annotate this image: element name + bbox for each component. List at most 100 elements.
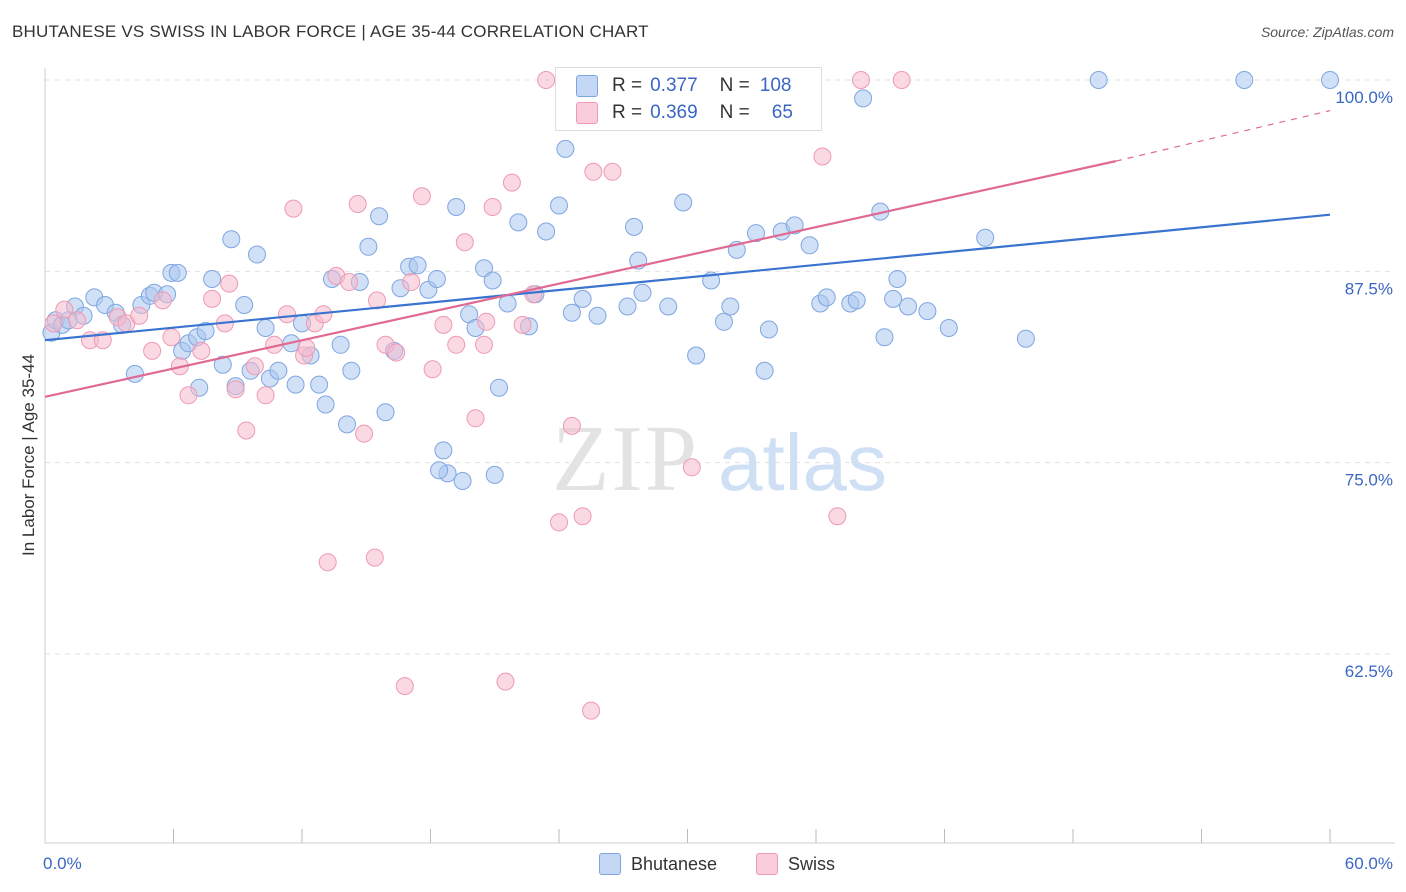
- swiss-trend-line: [44, 160, 1117, 398]
- swiss-point-1: [55, 300, 74, 319]
- bhutanese-point-54: [453, 472, 472, 490]
- bhutanese-swatch: [576, 75, 598, 97]
- bhutanese-point-31: [269, 361, 288, 380]
- bhutanese-point-100: [976, 228, 995, 247]
- swiss-point-37: [447, 335, 466, 354]
- bhutanese-point-59: [490, 378, 508, 397]
- bhutanese-point-82: [747, 224, 765, 243]
- bhutanese-point-61: [509, 213, 528, 232]
- legend-item-swiss[interactable]: Swiss: [756, 851, 835, 877]
- swiss-point-19: [256, 386, 275, 405]
- bhutanese-point-99: [939, 319, 958, 337]
- bhutanese-point-94: [875, 328, 894, 347]
- bhutanese-point-74: [633, 283, 652, 302]
- bhutanese-point-49: [408, 256, 427, 275]
- bhutanese-point-86: [785, 216, 804, 235]
- bhutanese-trend-line: [44, 213, 1331, 342]
- series-legend: Bhutanese Swiss: [0, 851, 1406, 877]
- chart-title: BHUTANESE VS SWISS IN LABOR FORCE | AGE …: [12, 22, 649, 41]
- y-tick-label-2: 87.5%: [1345, 279, 1393, 298]
- bhutanese-point-92: [854, 89, 873, 108]
- swiss-point-35: [423, 360, 442, 379]
- swiss-point-34: [412, 187, 431, 206]
- bhutanese-point-71: [618, 297, 637, 316]
- swiss-point-33: [402, 273, 421, 291]
- bhutanese-point-39: [331, 335, 350, 354]
- swiss-point-10: [162, 328, 181, 347]
- bhutanese-point-29: [256, 319, 275, 337]
- swiss-point-65: [496, 672, 515, 691]
- swiss-point-13: [192, 341, 211, 360]
- bhutanese-point-77: [687, 346, 706, 365]
- bhutanese-point-44: [370, 207, 389, 226]
- legend-row-bhutanese: R = 0.377 N = 108: [576, 74, 791, 98]
- swiss-point-30: [368, 291, 386, 310]
- legend-row-swiss: R = 0.369 N = 65: [576, 101, 793, 125]
- bhutanese-point-52: [434, 441, 453, 460]
- swiss-point-50: [603, 162, 622, 181]
- bhutanese-point-84: [759, 320, 778, 339]
- swiss-point-60: [852, 71, 870, 89]
- bhutanese-n-value: 108: [759, 75, 792, 96]
- swiss-point-61: [892, 71, 911, 89]
- bhutanese-point-95: [884, 289, 903, 308]
- bhutanese-n-label: N =: [719, 75, 750, 96]
- bhutanese-point-26: [235, 296, 254, 314]
- bhutanese-point-53: [447, 198, 466, 216]
- swiss-point-62: [318, 553, 337, 572]
- swiss-point-58: [813, 147, 832, 166]
- gridlines: [45, 79, 1395, 655]
- bhutanese-point-87: [800, 236, 819, 255]
- bhutanese-point-101: [1016, 329, 1035, 348]
- bhutanese-point-67: [562, 303, 581, 322]
- bhutanese-point-10: [125, 364, 144, 383]
- watermark-atlas: atlas: [718, 418, 887, 507]
- bhutanese-point-41: [342, 361, 361, 380]
- swiss-point-69: [477, 312, 496, 331]
- swiss-point-8: [143, 341, 162, 360]
- bhutanese-point-58: [483, 271, 502, 290]
- swiss-point-36: [434, 315, 453, 334]
- swiss-point-49: [584, 162, 603, 181]
- data-points: [42, 71, 1339, 720]
- bhutanese-point-107: [485, 465, 504, 484]
- chart-source: Source: ZipAtlas.com: [1260, 24, 1394, 40]
- swiss-point-27: [340, 273, 359, 291]
- bhutanese-point-106: [430, 461, 449, 480]
- bhutanese-point-68: [573, 289, 592, 308]
- bhutanese-point-43: [359, 237, 378, 256]
- swiss-legend-swatch: [756, 853, 778, 875]
- swiss-point-14: [203, 289, 222, 308]
- swiss-point-0: [44, 314, 63, 333]
- legend-item-bhutanese[interactable]: Bhutanese: [599, 851, 717, 877]
- x-tick-label-0: 0.0%: [43, 854, 82, 873]
- swiss-point-63: [365, 548, 384, 567]
- swiss-point-16: [226, 380, 245, 399]
- bhutanese-point-76: [674, 193, 693, 212]
- bhutanese-point-64: [537, 222, 556, 241]
- swiss-point-68: [297, 338, 316, 357]
- bhutanese-point-60: [498, 294, 517, 313]
- y-tick-label-1: 75.0%: [1345, 471, 1393, 490]
- swiss-point-43: [513, 315, 532, 334]
- swiss-r-label: R =: [612, 102, 643, 123]
- swiss-point-42: [502, 173, 521, 192]
- swiss-point-9: [153, 291, 172, 310]
- bhutanese-point-91: [847, 291, 866, 310]
- swiss-point-48: [573, 507, 592, 526]
- y-axis-label: In Labor Force | Age 35-44: [19, 354, 38, 556]
- trend-lines: [44, 110, 1331, 398]
- bhutanese-point-16: [168, 263, 187, 282]
- swiss-point-39: [466, 409, 485, 428]
- swiss-point-32: [387, 343, 406, 362]
- bhutanese-point-45: [376, 403, 395, 422]
- swiss-legend-label: Swiss: [788, 853, 836, 874]
- swiss-point-28: [348, 195, 367, 213]
- swiss-point-67: [220, 274, 239, 293]
- bhutanese-r-label: R =: [612, 75, 643, 96]
- bhutanese-point-23: [213, 355, 232, 374]
- bhutanese-point-36: [310, 375, 329, 394]
- watermark: ZIP atlas: [552, 407, 887, 511]
- y-tick-label-3: 100.0%: [1335, 88, 1393, 107]
